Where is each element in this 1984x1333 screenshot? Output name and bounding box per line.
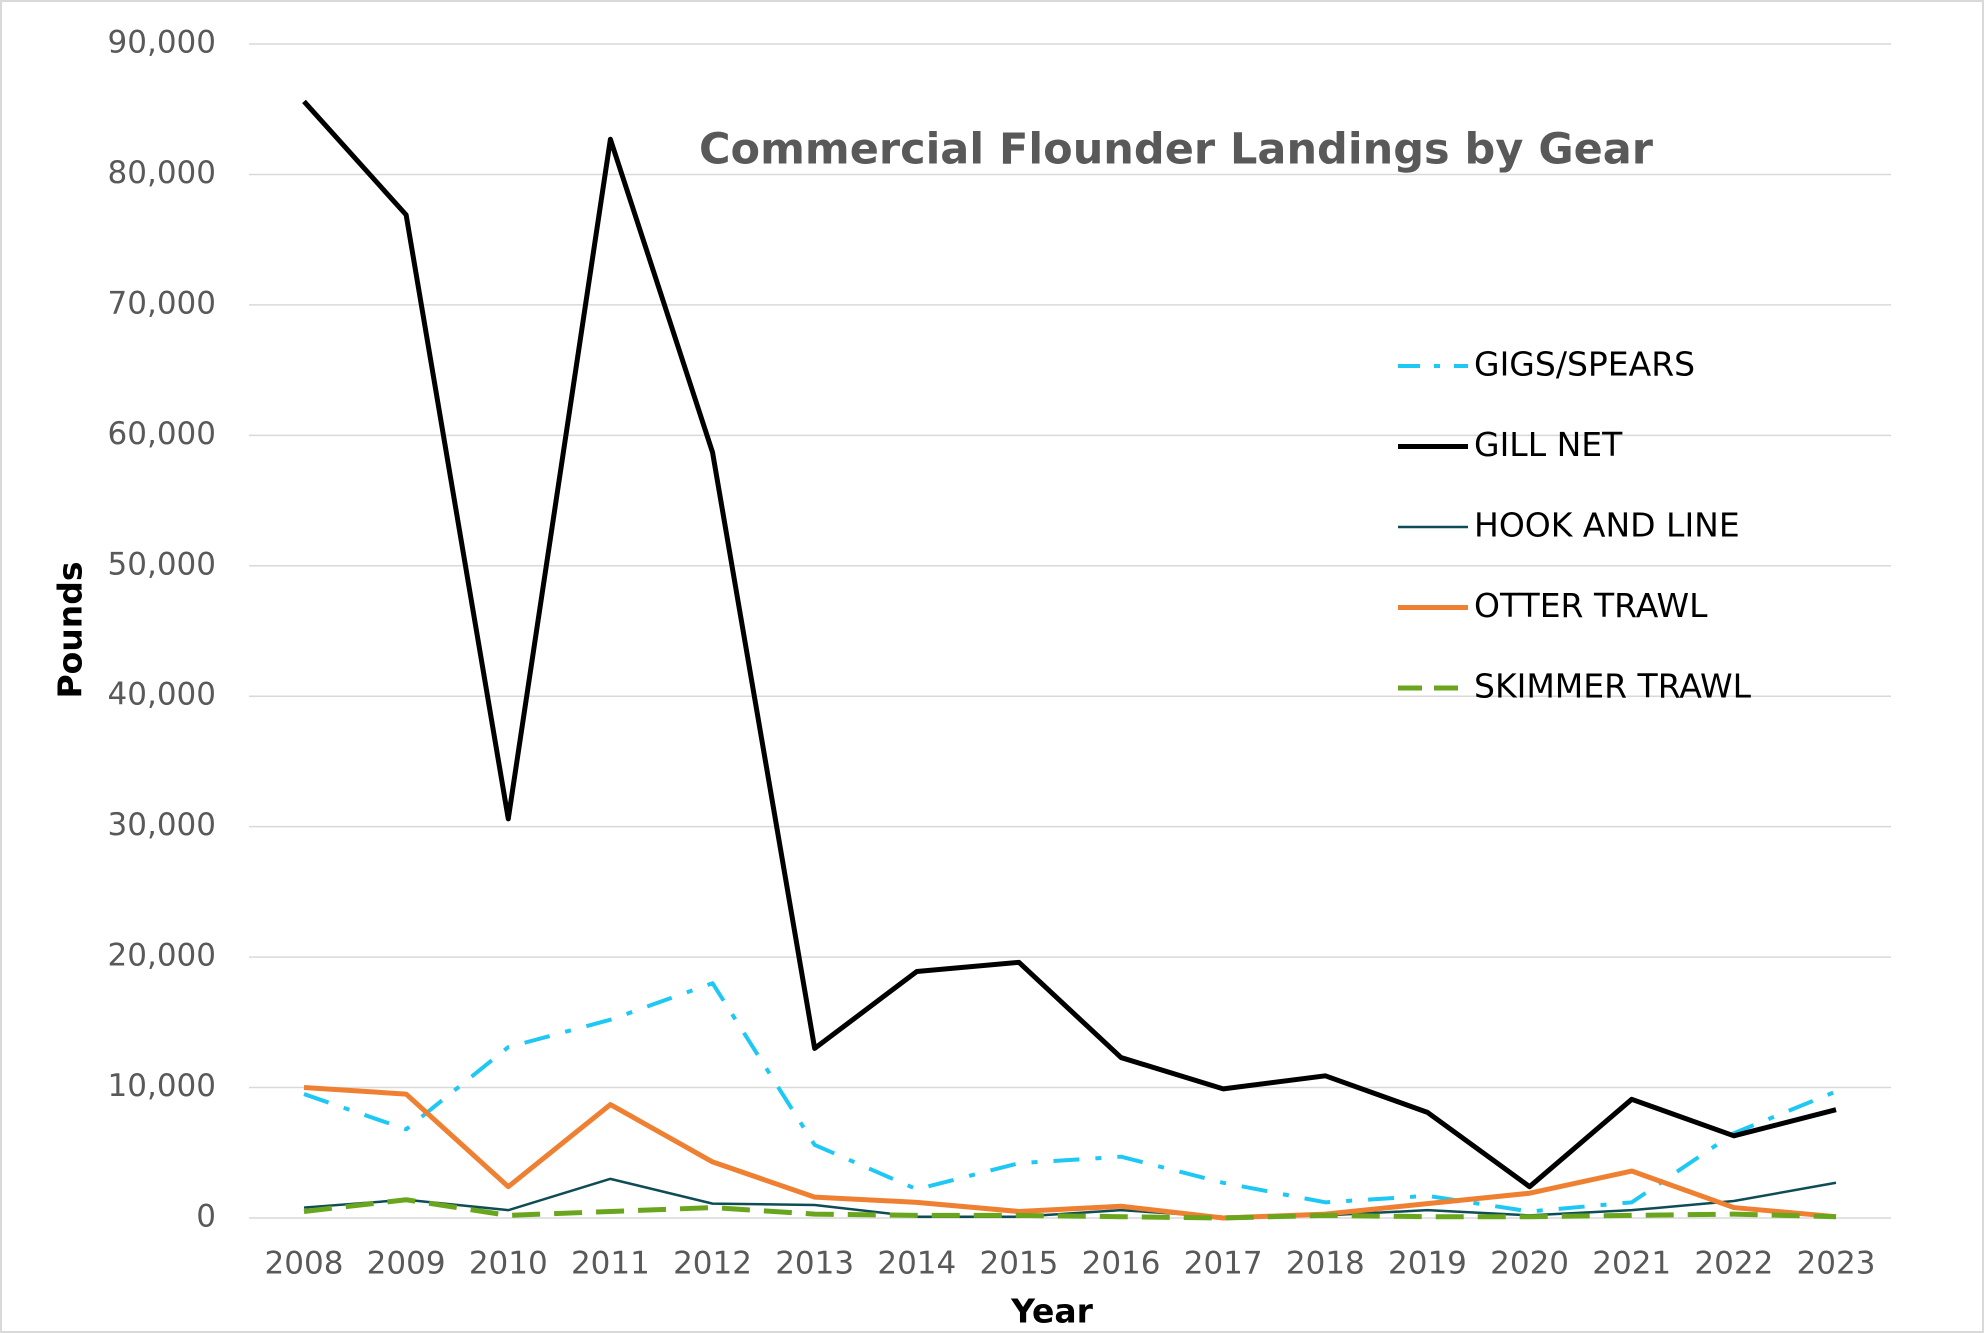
legend-label: GILL NET	[1474, 425, 1623, 464]
x-tick-label: 2013	[775, 1246, 854, 1282]
x-tick-label: 2018	[1286, 1246, 1365, 1282]
legend-label: OTTER TRAWL	[1474, 586, 1708, 625]
series-line	[303, 1177, 1837, 1218]
x-tick-label: 2008	[265, 1246, 344, 1282]
y-tick-label: 90,000	[108, 25, 216, 61]
y-tick-label: 10,000	[108, 1068, 216, 1104]
series-line	[303, 1085, 1837, 1221]
y-tick-label: 20,000	[108, 938, 216, 974]
legend-label: HOOK AND LINE	[1474, 506, 1740, 545]
y-tick-label: 0	[196, 1199, 216, 1235]
x-tick-label: 2012	[673, 1246, 752, 1282]
x-tick-label: 2015	[979, 1246, 1058, 1282]
x-tick-label: 2022	[1694, 1246, 1773, 1282]
x-tick-label: 2010	[469, 1246, 548, 1282]
legend-label: SKIMMER TRAWL	[1474, 667, 1752, 706]
x-tick-label: 2017	[1184, 1246, 1263, 1282]
y-tick-label: 80,000	[108, 155, 216, 191]
x-tick-label: 2023	[1797, 1246, 1876, 1282]
x-tick-label: 2011	[571, 1246, 650, 1282]
series-line	[303, 1197, 1837, 1221]
x-axis-label: Year	[1010, 1292, 1094, 1331]
legend-label: GIGS/SPEARS	[1474, 345, 1695, 384]
series-line	[302, 99, 1837, 1190]
series-line	[303, 981, 1837, 1214]
x-tick-label: 2014	[877, 1246, 956, 1282]
x-tick-label: 2020	[1490, 1246, 1569, 1282]
y-tick-label: 30,000	[108, 807, 216, 843]
x-tick-label: 2016	[1082, 1246, 1161, 1282]
chart-title: Commercial Flounder Landings by Gear	[699, 125, 1654, 175]
y-axis-label: Pounds	[51, 561, 90, 698]
y-tick-label: 70,000	[108, 285, 216, 321]
y-tick-label: 40,000	[108, 677, 216, 713]
y-tick-label: 50,000	[108, 546, 216, 582]
x-tick-label: 2021	[1592, 1246, 1671, 1282]
y-tick-label: 60,000	[108, 416, 216, 452]
x-tick-label: 2009	[367, 1246, 446, 1282]
x-tick-label: 2019	[1388, 1246, 1467, 1282]
